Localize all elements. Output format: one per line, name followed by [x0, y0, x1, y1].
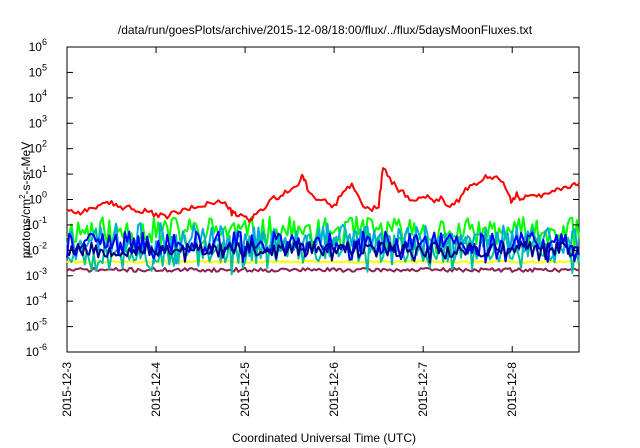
y-tick-base: 10 — [29, 40, 43, 54]
y-tick-exponent: 1 — [42, 164, 47, 174]
y-tick-exponent: -2 — [39, 240, 47, 250]
y-tick-label: 10-3 — [26, 266, 47, 283]
y-axis-label-rest: -s-sr-MeV — [19, 142, 33, 195]
y-tick-exponent: 2 — [42, 139, 47, 149]
y-tick-exponent: 4 — [42, 88, 47, 98]
x-tick-label: 2015-12-6 — [327, 362, 341, 417]
y-tick-label: 10-2 — [26, 240, 47, 257]
y-tick-exponent: -6 — [39, 342, 47, 352]
y-tick-base: 10 — [29, 142, 43, 156]
y-tick-exponent: -5 — [39, 317, 47, 327]
y-tick-base: 10 — [26, 218, 40, 232]
y-axis-label-sup: 2 — [18, 194, 27, 199]
x-tick-label: 2015-12-3 — [60, 362, 74, 417]
series-line-5 — [66, 240, 580, 264]
x-axis-label: Coordinated Universal Time (UTC) — [232, 431, 416, 445]
x-tick-label: 2015-12-7 — [416, 362, 430, 417]
series-line-3 — [66, 232, 580, 276]
y-tick-base: 10 — [29, 167, 43, 181]
series-line-7 — [66, 266, 580, 273]
x-tick-label: 2015-12-5 — [238, 362, 252, 417]
y-tick-exponent: -1 — [39, 215, 47, 225]
series-line-6 — [66, 259, 580, 265]
y-tick-label: 10-5 — [26, 317, 47, 334]
y-axis-label-base: protons/cm — [19, 199, 33, 258]
series-line-2 — [66, 222, 580, 267]
x-tick-label: 2015-12-8 — [505, 362, 519, 417]
y-tick-label: 101 — [29, 164, 47, 181]
plot-area — [66, 46, 580, 353]
y-axis: 10610510410310210110010-110-210-310-410-… — [26, 37, 579, 359]
y-tick-label: 106 — [29, 37, 47, 54]
y-tick-label: 10-4 — [26, 291, 47, 308]
y-tick-exponent: 0 — [42, 190, 47, 200]
y-tick-label: 104 — [29, 88, 47, 105]
series-line-0 — [66, 167, 580, 223]
x-axis: 2015-12-3 2015-12-4 2015-12-5 2015-12-6 2015… — [60, 47, 519, 417]
y-tick-label: 105 — [29, 62, 47, 79]
y-tick-base: 10 — [26, 294, 40, 308]
y-tick-base: 10 — [29, 193, 43, 207]
y-axis-label: protons/cm2-s-sr-MeV — [18, 142, 33, 258]
y-tick-label: 103 — [29, 113, 47, 130]
y-tick-exponent: 3 — [42, 113, 47, 123]
y-tick-label: 100 — [29, 190, 47, 207]
y-tick-base: 10 — [29, 65, 43, 79]
y-tick-exponent: 5 — [42, 62, 47, 72]
y-tick-label: 102 — [29, 139, 47, 156]
y-tick-base: 10 — [26, 269, 40, 283]
y-tick-base: 10 — [29, 116, 43, 130]
series-line-4 — [66, 230, 580, 264]
chart-title: /data/run/goesPlots/archive/2015-12-08/1… — [118, 23, 533, 37]
x-tick-label: 2015-12-4 — [149, 362, 163, 417]
y-tick-exponent: -3 — [39, 266, 47, 276]
y-tick-label: 10-1 — [26, 215, 47, 232]
y-tick-exponent: 6 — [42, 37, 47, 47]
y-tick-exponent: -4 — [39, 291, 47, 301]
y-tick-base: 10 — [29, 91, 43, 105]
y-tick-label: 10-6 — [26, 342, 47, 359]
y-tick-base: 10 — [26, 345, 40, 359]
y-tick-base: 10 — [26, 320, 40, 334]
y-tick-base: 10 — [26, 243, 40, 257]
series-layer — [66, 167, 580, 276]
